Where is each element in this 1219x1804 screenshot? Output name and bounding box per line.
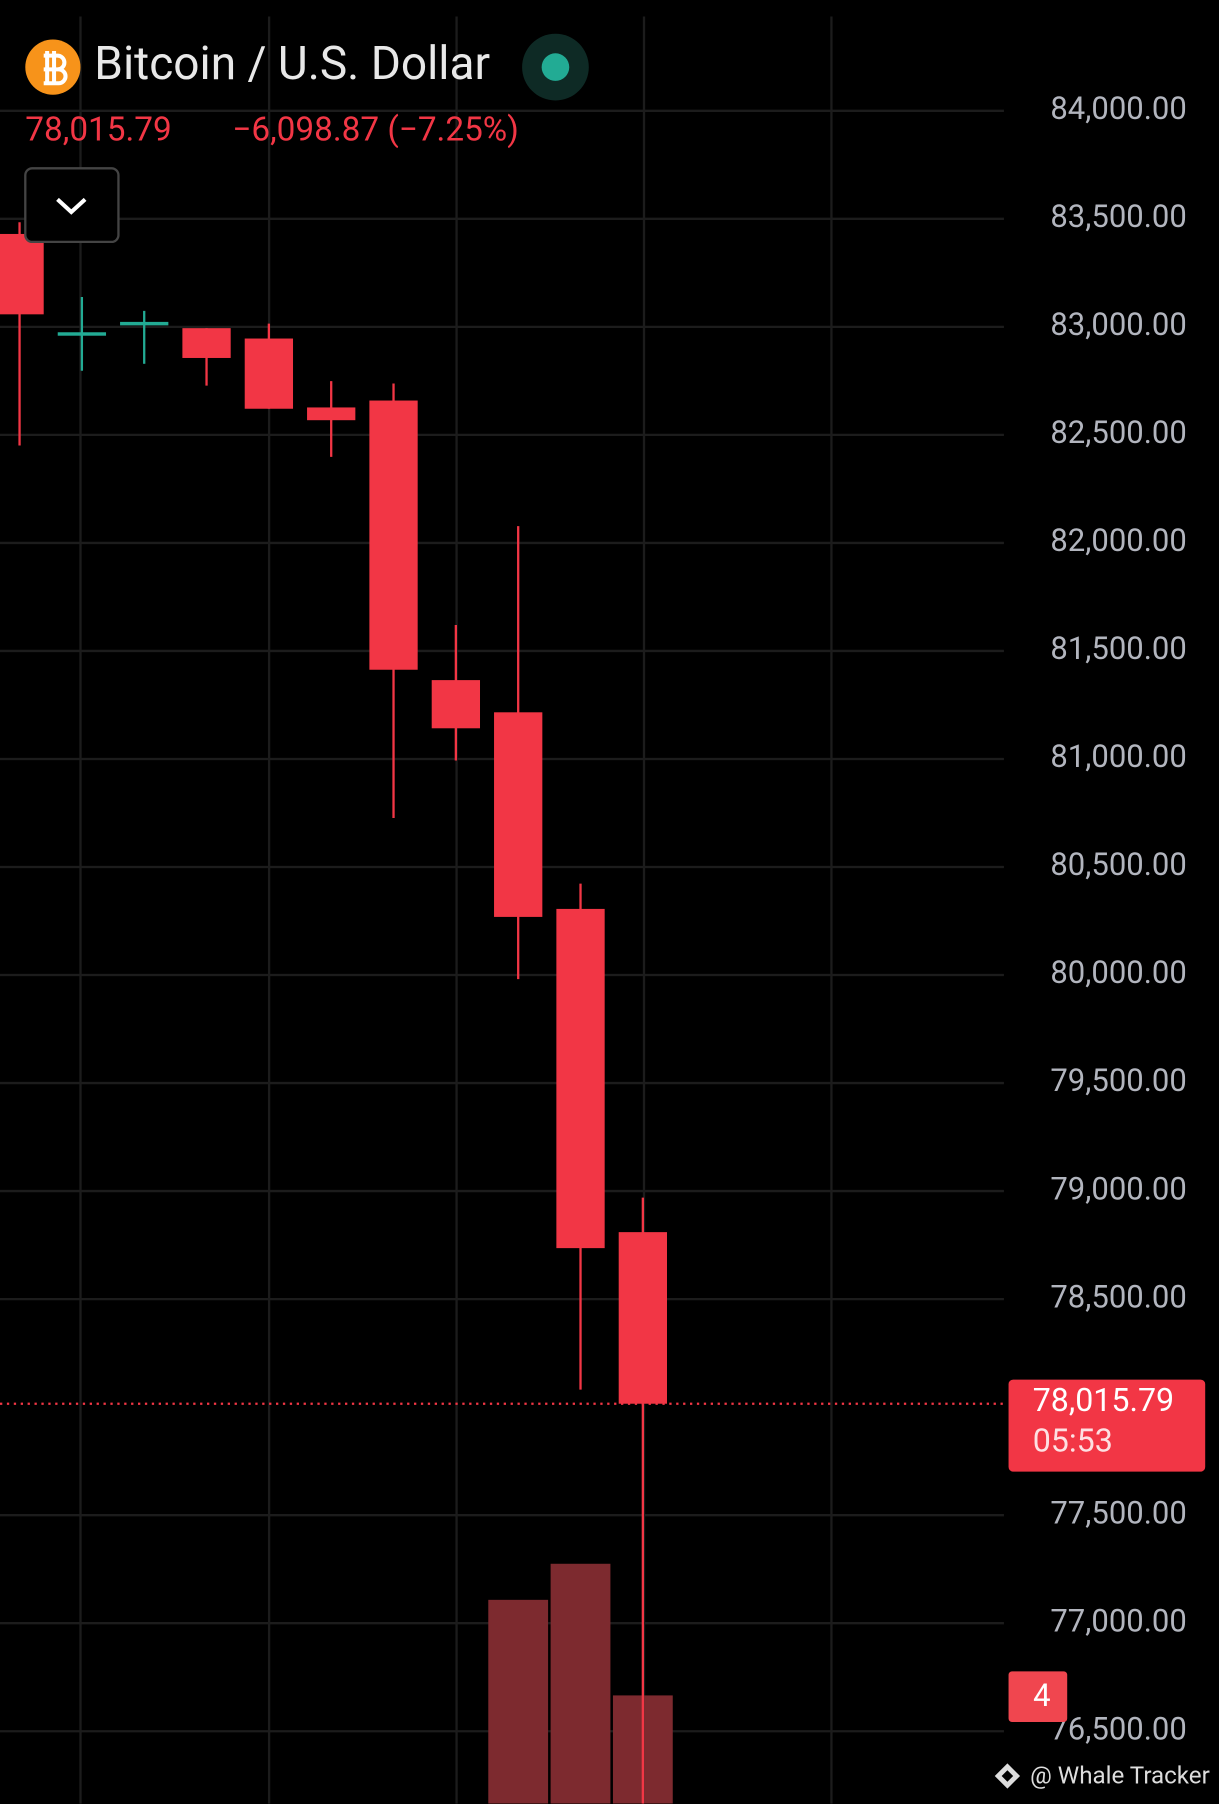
watermark-icon [994,1763,1021,1789]
y-tick-label: 83,000.00 [1050,306,1186,343]
y-tick-label: 80,000.00 [1050,954,1186,991]
badge-box [1008,1671,1068,1722]
price-axis: 84,000.00 83,500.00 83,000.00 82,500.00 82,0… [1050,90,1186,1747]
price-tag-label: 78,015.79 [1033,1381,1174,1419]
candle-layer [0,222,667,1804]
y-tick-label: 80,500.00 [1050,846,1186,883]
y-tick-label: 83,500.00 [1050,198,1186,235]
y-tick-label: 77,500.00 [1050,1494,1186,1531]
volume-layer [488,1563,673,1804]
last-price: 78,015.79 [25,110,171,149]
volume-bar [550,1563,611,1804]
symbol-title: Bitcoin / U.S. Dollar [94,37,490,91]
candle-body [182,328,231,358]
candle-body [618,1232,667,1404]
y-tick-label: 81,000.00 [1050,738,1186,775]
collapse-button[interactable] [24,167,120,244]
volume-bar [488,1599,549,1804]
candle-body [57,332,107,336]
y-tick-label: 79,000.00 [1050,1170,1186,1207]
y-tick-label: 77,000.00 [1050,1602,1186,1639]
price-change: −6,098.87 (−7.25%) [232,110,519,149]
watermark: @ Whale Tracker [1030,1762,1210,1790]
y-tick-label: 79,500.00 [1050,1062,1186,1099]
bitcoin-glyph [43,50,68,86]
y-tick-label: 76,500.00 [1050,1710,1186,1747]
y-tick-label: 84,000.00 [1050,90,1186,127]
candle-body [431,680,481,729]
y-tick-label: 81,500.00 [1050,630,1186,667]
y-tick-label: 82,500.00 [1050,414,1186,451]
chevron-icon [56,197,87,215]
status-dot [541,53,570,81]
y-tick-label: 82,000.00 [1050,522,1186,559]
candle-body [244,338,294,409]
candle-body [369,400,418,670]
price-tag-box [1008,1379,1206,1472]
y-tick-label: 78,500.00 [1050,1278,1186,1315]
candle-body [307,407,356,421]
countdown: 05:53 [1033,1421,1113,1459]
badge: 4 [1033,1677,1050,1714]
candle-body [0,233,44,315]
candle-body [494,712,543,917]
candle-body [556,908,605,1249]
candle-body [120,321,169,326]
